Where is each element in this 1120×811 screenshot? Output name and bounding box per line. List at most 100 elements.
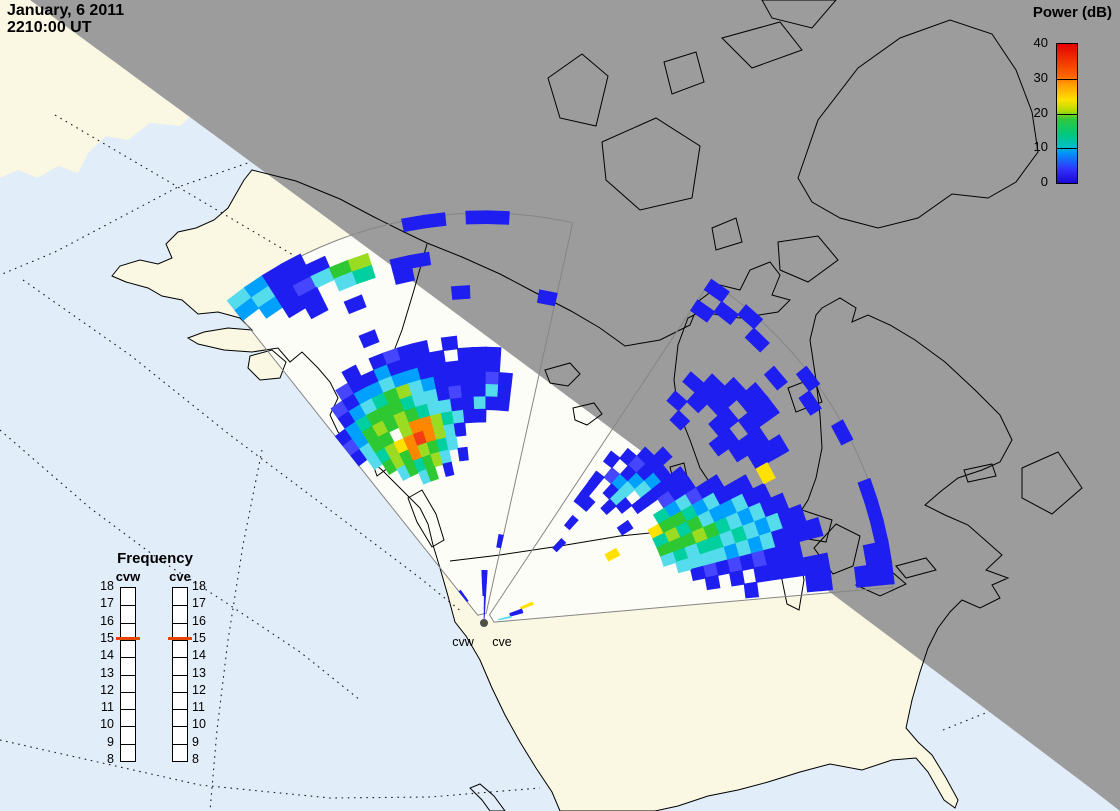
coastline-14 — [247, 349, 287, 381]
coastline-1 — [547, 53, 609, 127]
echo-cell — [451, 409, 466, 425]
echo-cell — [471, 346, 487, 361]
radar-site-label-cvw: cvw — [452, 635, 474, 649]
coastline-5 — [721, 21, 803, 69]
echo-cell — [472, 371, 487, 386]
echo-cell — [483, 569, 488, 584]
frequency-value-right-17: 17 — [192, 596, 206, 611]
lake-outline-4 — [895, 557, 937, 579]
coastline-2 — [601, 117, 701, 211]
echo-cell — [358, 329, 380, 349]
graticule-line-4 — [0, 429, 361, 701]
colorbar-divider — [1057, 113, 1077, 115]
frequency-tick-line — [173, 674, 187, 676]
echo-cell — [727, 440, 749, 463]
frequency-value-left-9: 9 — [107, 734, 114, 749]
colorbar-tick-40: 40 — [1033, 35, 1048, 50]
echo-cluster-cvw-arc-dashes — [401, 210, 510, 233]
echo-cell — [448, 385, 463, 401]
echo-cluster-cve-yellow-cell — [755, 462, 776, 485]
frequency-value-right-18: 18 — [192, 579, 206, 593]
echo-cell — [304, 297, 329, 320]
frequency-tick-line — [173, 605, 187, 607]
frequency-col-label-cvw: cvw — [115, 569, 141, 584]
echo-cell — [458, 589, 469, 603]
echo-cell — [690, 565, 707, 582]
echo-cell — [830, 419, 854, 446]
coastline-6 — [761, 0, 837, 29]
echo-cluster-cvw-near-radar — [481, 569, 488, 621]
echo-cell — [630, 496, 649, 515]
frequency-tick-line — [121, 743, 135, 745]
frequency-tick-line — [121, 605, 135, 607]
colorbar-tick-10: 10 — [1033, 139, 1048, 155]
echo-cell — [471, 359, 487, 374]
echo-cell — [474, 408, 487, 423]
frequency-value-left-12: 12 — [100, 682, 114, 697]
echo-cell — [615, 497, 633, 514]
frequency-col-label-cve: cve — [169, 569, 191, 584]
echo-cell — [462, 408, 476, 424]
frequency-tick-line — [121, 622, 135, 624]
colorbar-tick-30: 30 — [1033, 69, 1048, 85]
night-terminator-region — [30, 0, 1120, 811]
frequency-tick-line — [173, 657, 187, 659]
echo-cell — [579, 495, 596, 512]
echo-cell — [763, 365, 788, 391]
echo-cell — [450, 285, 471, 300]
frequency-tick-line — [121, 691, 135, 693]
echo-cell — [485, 371, 500, 386]
echo-cell — [563, 514, 579, 531]
echo-cell — [509, 610, 524, 617]
echo-cell — [498, 615, 512, 621]
echo-cell — [485, 396, 499, 411]
echo-cell — [602, 450, 621, 469]
power-colorbar — [1056, 43, 1078, 184]
echo-cell — [440, 335, 459, 352]
echo-cell — [729, 569, 745, 587]
echo-cell — [496, 533, 504, 549]
frequency-value-left-17: 17 — [100, 596, 114, 611]
frequency-tick-line — [173, 691, 187, 693]
frequency-value-right-16: 16 — [192, 613, 206, 628]
echo-cell — [737, 304, 764, 330]
echo-cell — [392, 267, 415, 285]
date-text: January, 6 2011 — [7, 2, 125, 19]
frequency-value-right-9: 9 — [192, 734, 199, 749]
echo-cell — [795, 365, 821, 392]
echo-cell — [485, 359, 501, 374]
echo-cell — [485, 383, 500, 399]
frequency-value-right-11: 11 — [192, 700, 205, 715]
frequency-value-left-10: 10 — [100, 717, 114, 732]
echo-cell — [743, 581, 760, 599]
echo-cluster-cvw-far-stripes — [226, 251, 432, 321]
echo-cell — [459, 371, 475, 387]
echo-cell — [442, 461, 455, 477]
frequency-marker-cvw — [116, 637, 140, 641]
echo-cell — [450, 397, 465, 413]
echo-cell — [600, 498, 617, 516]
lake-outline-6 — [544, 362, 581, 387]
echo-cell — [713, 300, 740, 326]
coastline-12 — [407, 489, 445, 548]
echo-cell — [446, 372, 462, 388]
frequency-tick-line — [121, 639, 135, 641]
echo-cell — [456, 347, 474, 362]
frequency-value-right-14: 14 — [192, 648, 206, 663]
frequency-value-right-10: 10 — [192, 717, 206, 732]
frequency-marker-cve — [168, 637, 192, 641]
cream-land-1 — [30, 36, 62, 52]
frequency-value-left-14: 14 — [100, 648, 114, 663]
echo-cell — [536, 289, 558, 307]
echo-cell — [458, 359, 474, 375]
echo-cell — [704, 574, 721, 591]
echo-cell — [703, 278, 730, 303]
radar-site-label-cve: cve — [492, 635, 512, 649]
echo-cell — [666, 390, 688, 412]
echo-cell — [453, 422, 467, 437]
frequency-tick-line — [173, 761, 187, 762]
echo-cell — [422, 212, 447, 229]
coastline-3 — [711, 217, 743, 251]
echo-cluster-cvw-coast-bit — [496, 533, 504, 549]
